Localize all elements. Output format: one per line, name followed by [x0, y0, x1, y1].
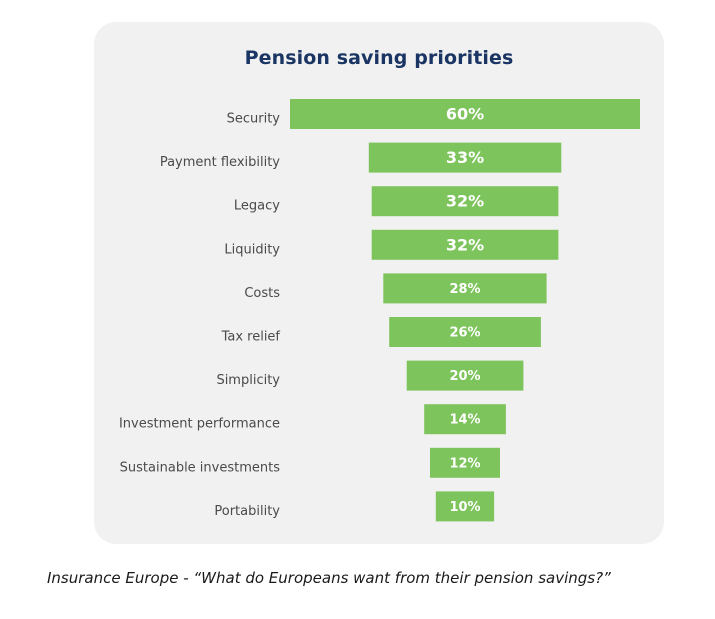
bar-tax-relief [389, 317, 541, 347]
value-label: 28% [449, 282, 480, 297]
category-label: Simplicity [216, 373, 280, 388]
value-label: 12% [449, 456, 480, 471]
source-caption: Insurance Europe - “What do Europeans wa… [47, 569, 611, 587]
bar-legacy [371, 186, 559, 217]
bar-sustainable-investments [430, 447, 500, 478]
category-label: Investment performance [119, 417, 280, 432]
bar-liquidity [371, 229, 559, 260]
category-label: Sustainable investments [120, 460, 281, 475]
category-label: Liquidity [224, 242, 280, 257]
bar-investment-performance [424, 404, 506, 435]
category-label: Payment flexibility [160, 155, 280, 170]
value-label: 33% [446, 148, 484, 167]
value-label: 14% [449, 413, 480, 428]
chart-title: Pension saving priorities [244, 47, 514, 69]
bar-costs [383, 273, 547, 304]
bar-portability [435, 491, 495, 522]
category-label: Legacy [234, 199, 280, 214]
value-label: 20% [449, 369, 480, 384]
bar-simplicity [406, 360, 524, 391]
category-label: Tax relief [221, 330, 281, 345]
value-label: 32% [446, 235, 484, 254]
value-label: 10% [449, 500, 480, 515]
category-label: Security [227, 112, 281, 127]
category-label: Costs [244, 286, 280, 301]
value-label: 60% [446, 105, 484, 124]
bar-payment-flexibility [368, 142, 562, 173]
value-label: 26% [449, 326, 480, 341]
bar-security [290, 99, 640, 129]
value-label: 32% [446, 192, 484, 211]
category-label: Portability [214, 504, 280, 519]
